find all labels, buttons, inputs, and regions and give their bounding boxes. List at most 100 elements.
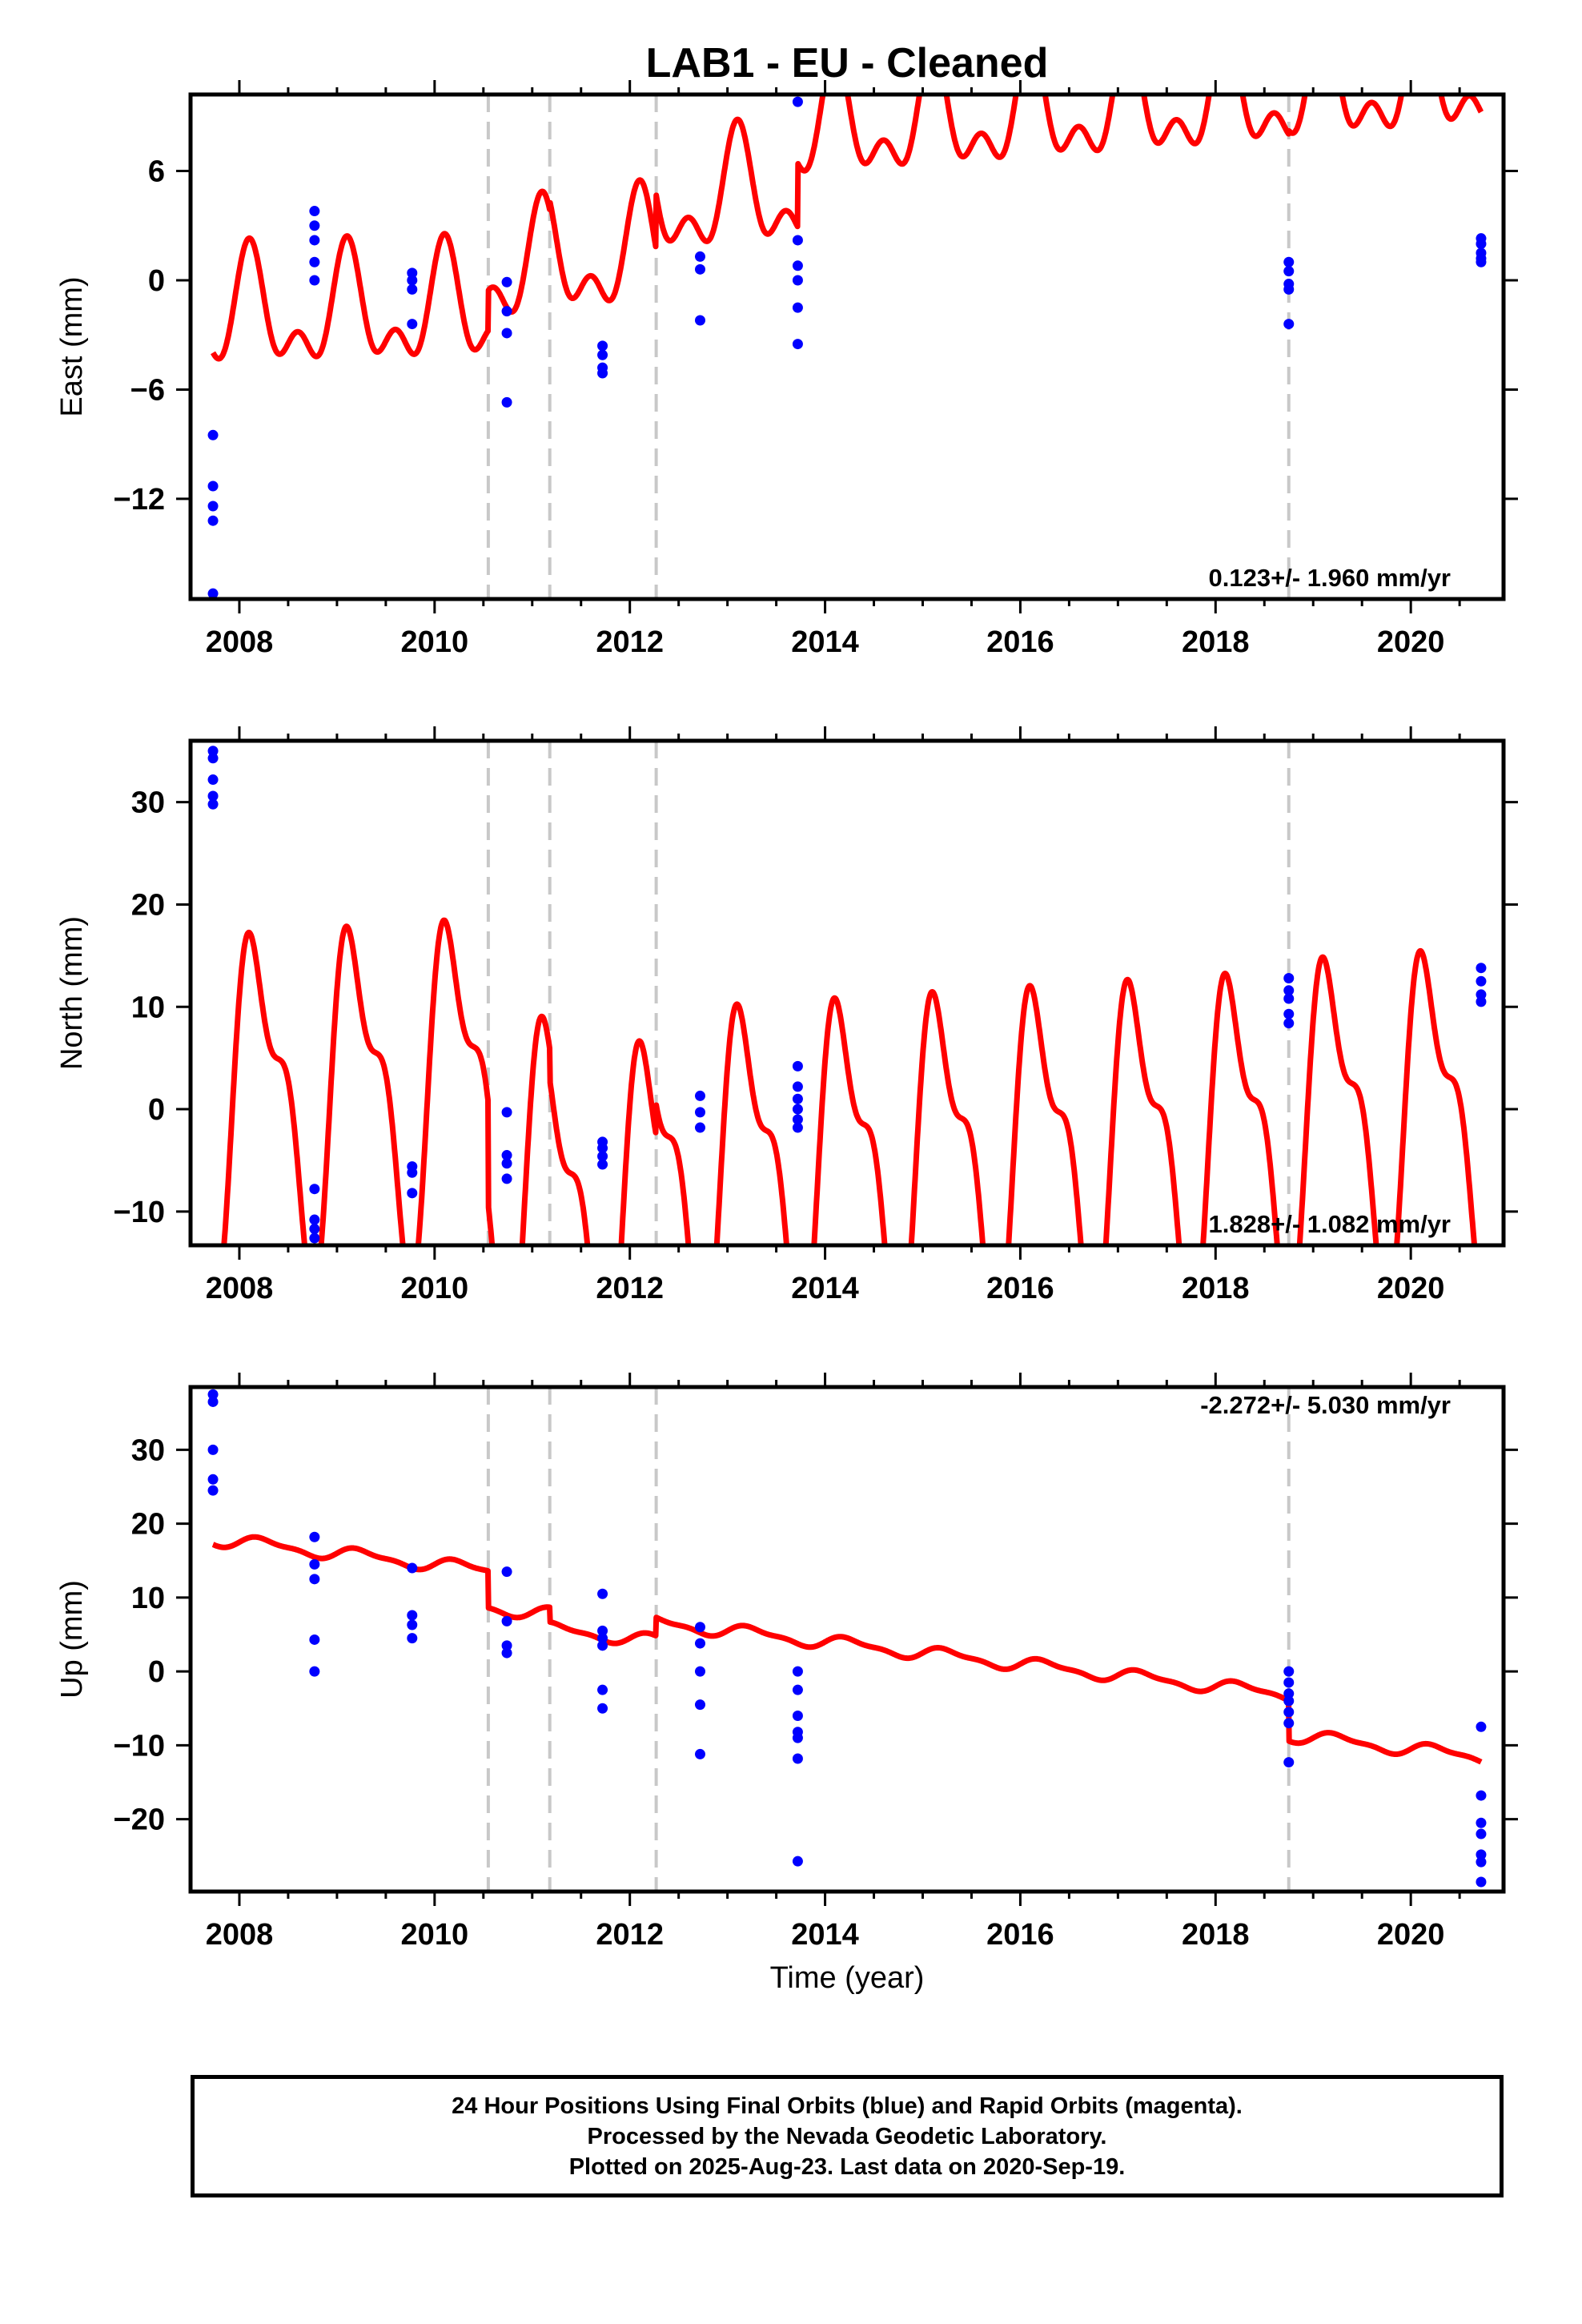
- up-data-point: [207, 1444, 219, 1455]
- up-x-tick-label: 2018: [1182, 1918, 1250, 1952]
- up-data-point: [309, 1558, 320, 1570]
- east-data-point: [792, 275, 803, 286]
- north-x-tick-label: 2010: [401, 1272, 469, 1305]
- east-data-point: [1283, 319, 1295, 330]
- north-data-point: [597, 1159, 608, 1170]
- up-data-point: [207, 1474, 219, 1485]
- north-y-tick-label: 30: [131, 786, 165, 820]
- east-data-point: [407, 283, 418, 295]
- east-data-point: [207, 480, 219, 492]
- north-data-point: [501, 1158, 512, 1169]
- north-data-point: [309, 1214, 320, 1225]
- east-data-point: [694, 251, 705, 262]
- north-data-point: [207, 790, 219, 802]
- east-data-point: [309, 256, 320, 267]
- up-data-point: [1283, 1688, 1295, 1699]
- north-data-point: [501, 1173, 512, 1184]
- up-data-point: [309, 1531, 320, 1542]
- north-data-point: [694, 1107, 705, 1118]
- north-data-point: [207, 753, 219, 764]
- east-y-tick-label: 6: [148, 155, 165, 189]
- north-plot-frame: [188, 738, 1506, 1248]
- east-data-point: [407, 319, 418, 330]
- up-data-point: [501, 1647, 512, 1659]
- east-x-tick-label: 2010: [401, 625, 469, 659]
- east-rate-annotation: 0.123+/- 1.960 mm/yr: [1209, 564, 1451, 592]
- up-data-point: [1476, 1876, 1487, 1888]
- north-data-point: [1283, 972, 1295, 983]
- up-data-point: [501, 1615, 512, 1626]
- east-x-tick-label: 2014: [791, 625, 859, 659]
- up-data-point: [597, 1703, 608, 1714]
- east-data-point: [501, 306, 512, 317]
- up-data-point: [792, 1753, 803, 1764]
- up-data-point: [1476, 1828, 1487, 1839]
- north-x-tick-label: 2008: [206, 1272, 274, 1305]
- east-y-tick-label: −12: [114, 483, 165, 517]
- east-data-point: [1476, 238, 1487, 249]
- up-data-point: [1283, 1707, 1295, 1718]
- north-rate-annotation: 1.828+/- 1.082 mm/yr: [1209, 1210, 1451, 1238]
- caption-line-1: 24 Hour Positions Using Final Orbits (bl…: [452, 2093, 1243, 2119]
- north-data-point: [1476, 989, 1487, 1000]
- up-x-tick-label: 2014: [791, 1918, 859, 1952]
- north-data-point: [1283, 1008, 1295, 1019]
- up-rate-annotation: -2.272+/- 5.030 mm/yr: [1200, 1391, 1451, 1419]
- up-data-point: [792, 1710, 803, 1721]
- caption-line-2: Processed by the Nevada Geodetic Laborat…: [587, 2123, 1107, 2149]
- up-data-point: [1476, 1856, 1487, 1868]
- up-data-point: [309, 1666, 320, 1677]
- up-data-point: [694, 1748, 705, 1759]
- up-panel: 2008 2010 2012 2014 2016 2018 2020 −20 −10 0 10 20 3…: [55, 1373, 1518, 1952]
- north-data-point: [792, 1060, 803, 1072]
- east-data-point: [792, 339, 803, 350]
- east-data-point: [792, 96, 803, 107]
- up-data-point: [694, 1666, 705, 1677]
- north-data-point: [407, 1188, 418, 1199]
- north-data-point: [792, 1114, 803, 1125]
- north-model-curve: [221, 917, 1478, 1245]
- up-x-tick-label: 2016: [986, 1918, 1054, 1952]
- up-data-point: [407, 1562, 418, 1574]
- east-data-point: [694, 263, 705, 275]
- up-data-point: [1283, 1677, 1295, 1688]
- north-data-point: [207, 746, 219, 757]
- east-x-tick-label: 2018: [1182, 625, 1250, 659]
- north-data-point: [1283, 985, 1295, 996]
- north-y-tick-label: 20: [131, 888, 165, 922]
- east-panel: 2008 2010 2012 2014 2016 2018 2020 −12 −6 0 6 East …: [55, 80, 1518, 659]
- east-data-point: [1283, 256, 1295, 267]
- up-data-point: [207, 1389, 219, 1400]
- east-data-point: [207, 501, 219, 512]
- north-data-point: [309, 1232, 320, 1244]
- east-y-axis-label: East (mm): [55, 276, 89, 416]
- up-data-point: [792, 1856, 803, 1867]
- north-data-point: [694, 1090, 705, 1101]
- north-data-point: [407, 1167, 418, 1178]
- east-data-point: [501, 328, 512, 339]
- up-y-tick-label: −20: [114, 1803, 165, 1837]
- chart-title: LAB1 - EU - Cleaned: [646, 40, 1049, 86]
- east-data-point: [309, 220, 320, 231]
- north-data-point: [597, 1151, 608, 1162]
- up-data-point: [1283, 1666, 1295, 1677]
- up-x-tick-label: 2020: [1377, 1918, 1445, 1952]
- east-data-point: [207, 515, 219, 526]
- north-x-tick-label: 2020: [1377, 1272, 1445, 1305]
- up-data-point: [597, 1588, 608, 1599]
- north-data-point: [792, 1081, 803, 1092]
- north-x-tick-label: 2018: [1182, 1272, 1250, 1305]
- east-data-point: [1476, 256, 1487, 267]
- north-data-point: [792, 1093, 803, 1104]
- caption-box: 24 Hour Positions Using Final Orbits (bl…: [191, 2075, 1504, 2197]
- north-x-tick-label: 2012: [596, 1272, 664, 1305]
- up-data-point: [1476, 1817, 1487, 1828]
- east-data-point: [1283, 283, 1295, 295]
- up-y-tick-label: 30: [131, 1433, 165, 1467]
- north-panel: 2008 2010 2012 2014 2016 2018 2020 −10 0 10 20 30 No…: [55, 726, 1518, 1305]
- north-data-point: [597, 1143, 608, 1154]
- east-x-tick-label: 2012: [596, 625, 664, 659]
- up-data-point: [597, 1633, 608, 1644]
- east-y-tick-label: 0: [148, 264, 165, 298]
- caption-line-3: Plotted on 2025-Aug-23. Last data on 202…: [568, 2153, 1126, 2180]
